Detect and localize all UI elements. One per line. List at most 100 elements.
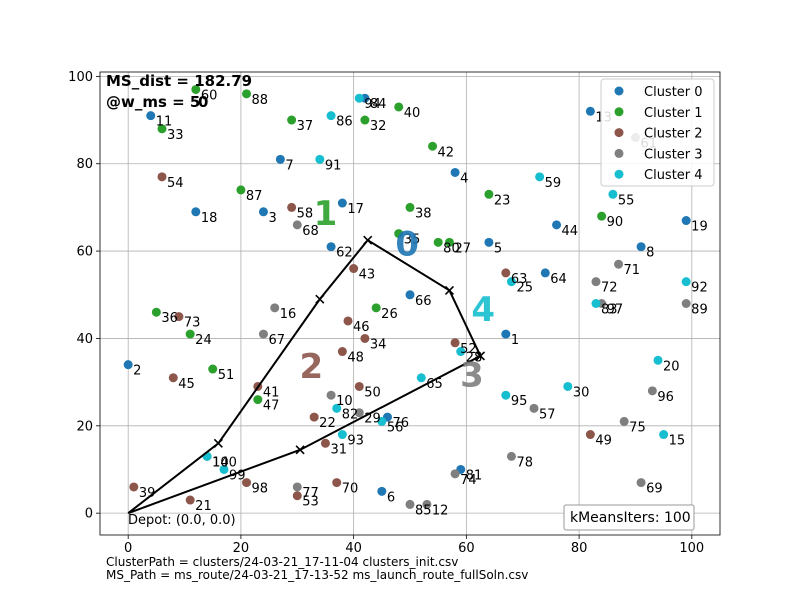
point-label-84: 84 bbox=[370, 97, 387, 112]
point-label-96: 96 bbox=[657, 390, 674, 405]
point-label-30: 30 bbox=[573, 385, 590, 400]
point-label-18: 18 bbox=[201, 211, 218, 226]
point-label-42: 42 bbox=[438, 145, 455, 160]
point-label-57: 57 bbox=[539, 407, 556, 422]
legend-label-2: Cluster 2 bbox=[644, 127, 703, 142]
data-point-52 bbox=[450, 338, 460, 348]
data-point-22 bbox=[309, 412, 319, 422]
legend-marker-3 bbox=[614, 148, 624, 158]
data-point-4 bbox=[450, 167, 460, 177]
data-point-63 bbox=[501, 268, 511, 278]
x-tick-label: 80 bbox=[571, 541, 588, 556]
point-label-62: 62 bbox=[336, 246, 353, 261]
point-label-21: 21 bbox=[195, 499, 212, 514]
point-label-5: 5 bbox=[494, 241, 502, 256]
legend-label-4: Cluster 4 bbox=[644, 168, 703, 183]
data-point-96 bbox=[647, 386, 657, 396]
data-point-58 bbox=[287, 202, 297, 212]
data-point-77 bbox=[292, 482, 302, 492]
cluster-path-text: ClusterPath = clusters/24-03-21_17-11-04… bbox=[106, 555, 459, 569]
w-ms-text: @w_ms = 5 bbox=[106, 93, 200, 111]
point-label-2: 2 bbox=[133, 364, 141, 379]
data-point-80 bbox=[433, 237, 443, 247]
data-point-18 bbox=[191, 207, 201, 217]
data-point-71 bbox=[614, 259, 624, 269]
data-point-35 bbox=[394, 229, 404, 239]
point-label-63: 63 bbox=[511, 272, 528, 287]
data-point-1 bbox=[501, 329, 511, 339]
data-point-12 bbox=[422, 499, 432, 509]
data-point-66 bbox=[405, 290, 415, 300]
point-label-3: 3 bbox=[268, 211, 276, 226]
ms-dist-text: MS_dist = 182.79 bbox=[106, 72, 252, 90]
data-point-69 bbox=[636, 478, 646, 488]
data-point-37 bbox=[287, 115, 297, 125]
data-point-30 bbox=[563, 381, 573, 391]
point-label-56: 56 bbox=[387, 420, 404, 435]
data-point-3 bbox=[258, 207, 268, 217]
data-point-51 bbox=[208, 364, 218, 374]
data-point-25 bbox=[506, 277, 516, 287]
point-label-70: 70 bbox=[342, 482, 359, 497]
point-label-39: 39 bbox=[139, 486, 156, 501]
data-point-16 bbox=[270, 303, 280, 313]
point-label-78: 78 bbox=[516, 455, 533, 470]
cluster-label-2: 2 bbox=[300, 347, 324, 387]
point-label-8: 8 bbox=[646, 246, 654, 261]
point-label-17: 17 bbox=[347, 202, 364, 217]
legend-marker-1 bbox=[614, 107, 624, 117]
ms-path-text: MS_Path = ms_route/24-03-21_17-13-52 ms_… bbox=[106, 568, 529, 582]
point-label-98: 98 bbox=[252, 482, 269, 497]
data-point-57 bbox=[529, 403, 539, 413]
data-point-92 bbox=[681, 277, 691, 287]
plot-frame bbox=[99, 71, 721, 536]
point-label-80: 80 bbox=[443, 241, 460, 256]
cluster-label-1: 1 bbox=[314, 194, 338, 234]
cluster-label-4: 4 bbox=[471, 290, 495, 330]
point-label-44: 44 bbox=[562, 224, 579, 239]
legend-marker-4 bbox=[614, 169, 624, 179]
x-tick-label: 60 bbox=[458, 541, 475, 556]
point-label-37: 37 bbox=[297, 119, 314, 134]
point-label-26: 26 bbox=[381, 307, 398, 322]
point-label-4: 4 bbox=[460, 171, 468, 186]
data-point-17 bbox=[337, 198, 347, 208]
data-point-24 bbox=[185, 329, 195, 339]
data-point-86 bbox=[326, 111, 336, 121]
data-point-53 bbox=[292, 491, 302, 501]
point-label-91: 91 bbox=[325, 158, 342, 173]
point-label-85: 85 bbox=[415, 503, 432, 518]
point-label-45: 45 bbox=[178, 377, 195, 392]
route-marker bbox=[363, 235, 373, 245]
point-label-72: 72 bbox=[601, 281, 618, 296]
legend-label-0: Cluster 0 bbox=[644, 85, 703, 100]
data-point-62 bbox=[326, 242, 336, 252]
point-label-52: 52 bbox=[460, 342, 477, 357]
data-point-88 bbox=[242, 89, 252, 99]
point-label-35: 35 bbox=[404, 233, 421, 248]
point-label-86: 86 bbox=[336, 115, 353, 130]
legend-label-1: Cluster 1 bbox=[644, 106, 703, 121]
data-point-5 bbox=[484, 237, 494, 247]
point-label-1: 1 bbox=[511, 333, 519, 348]
data-point-11 bbox=[146, 111, 156, 121]
data-point-7 bbox=[275, 154, 285, 164]
point-label-54: 54 bbox=[167, 176, 184, 191]
x-tick-label: 40 bbox=[345, 541, 362, 556]
point-label-87: 87 bbox=[246, 189, 263, 204]
point-label-50: 50 bbox=[364, 385, 381, 400]
data-point-29 bbox=[354, 408, 364, 418]
point-label-95: 95 bbox=[511, 394, 528, 409]
point-label-89: 89 bbox=[691, 303, 708, 318]
point-label-14: 14 bbox=[212, 455, 229, 470]
x-tick-label: 100 bbox=[679, 541, 704, 556]
data-point-89 bbox=[681, 299, 691, 308]
point-label-76: 76 bbox=[392, 416, 409, 431]
point-label-75: 75 bbox=[629, 420, 646, 435]
w-ms-overlap-text: 0 bbox=[198, 93, 208, 111]
data-point-68 bbox=[292, 220, 302, 230]
point-label-65: 65 bbox=[426, 377, 443, 392]
data-point-55 bbox=[608, 189, 618, 199]
x-tick-label: 0 bbox=[124, 541, 132, 556]
point-label-77: 77 bbox=[302, 486, 319, 501]
